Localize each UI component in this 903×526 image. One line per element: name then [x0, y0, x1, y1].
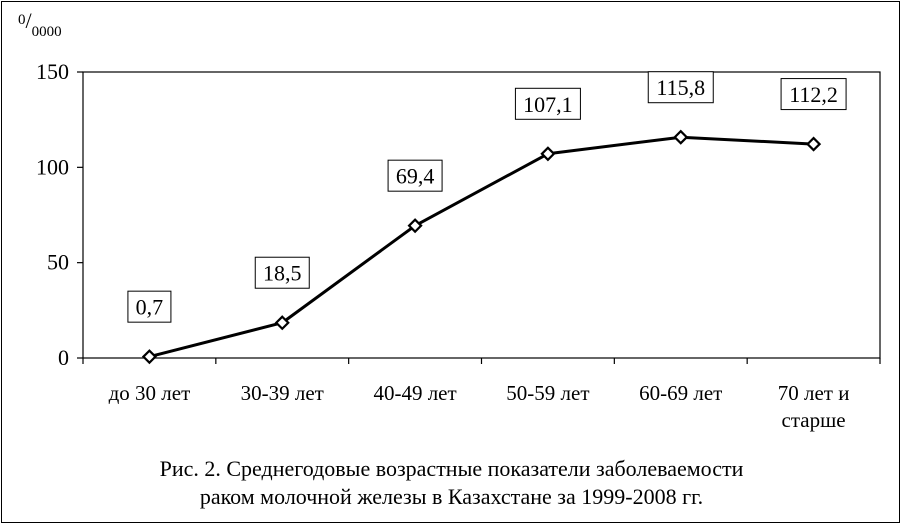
data-label: 18,5	[263, 261, 302, 286]
x-tick-label: 60-69 лет	[639, 381, 722, 405]
line-chart: 0/0000 0 50 100 150 до 30 лет 30-39 лет 40-49 л…	[18, 8, 881, 432]
x-tick-label: до 30 лет	[109, 381, 191, 405]
data-point	[407, 218, 423, 234]
y-tick-label: 100	[36, 154, 69, 179]
data-label: 107,1	[523, 92, 573, 117]
data-label-box	[127, 290, 172, 323]
data-point	[274, 315, 290, 331]
data-point	[141, 349, 157, 365]
caption-line-1: Рис. 2. Среднегодовые возрастные показат…	[159, 456, 744, 481]
y-tick-label: 150	[36, 59, 69, 84]
data-point	[673, 129, 689, 145]
data-point	[806, 136, 822, 152]
data-label-box	[387, 159, 443, 192]
y-tick-label: 0	[58, 345, 69, 370]
y-unit-label: 0/0000	[18, 8, 62, 40]
x-tick-label: 50-59 лет	[506, 381, 589, 405]
data-label: 69,4	[396, 164, 435, 189]
series-line	[149, 135, 814, 359]
figure-caption: Рис. 2. Среднегодовые возрастные показат…	[0, 455, 903, 511]
data-label-box	[514, 87, 581, 120]
data-label-box	[647, 71, 714, 104]
data-label: 112,2	[789, 82, 838, 107]
x-tick-label: 30-39 лет	[241, 381, 324, 405]
caption-line-2: раком молочной железы в Казахстане за 19…	[199, 484, 704, 509]
data-label: 0,7	[136, 295, 164, 320]
data-label-box	[254, 256, 310, 289]
x-tick-label: 40-49 лет	[373, 381, 456, 405]
y-tick-label: 50	[47, 250, 69, 275]
x-tick-label: 70 лет и	[778, 381, 850, 405]
plot-area	[82, 71, 881, 359]
data-point	[540, 146, 556, 162]
data-label: 115,8	[656, 75, 705, 100]
data-label-box	[780, 78, 847, 111]
x-tick-label: старше	[782, 408, 846, 432]
